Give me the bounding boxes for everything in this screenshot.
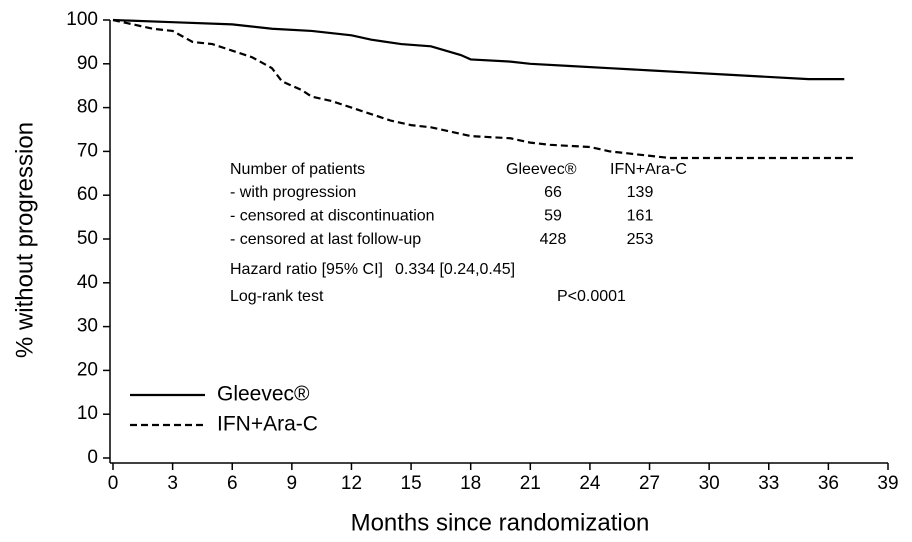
survival-curve [112, 18, 845, 81]
y-tick-label: 10 [77, 403, 98, 424]
annotation-label: Hazard ratio [95% CI] [230, 261, 383, 278]
annotation-cell: 428 [540, 231, 567, 248]
annotation-cell: 139 [627, 184, 654, 201]
y-tick-label: 100 [66, 9, 98, 30]
annotation-cell: - with progression [230, 184, 356, 201]
x-axis-label: Months since randomization [351, 509, 650, 536]
x-tick-label: 3 [167, 473, 178, 494]
annotation-header: IFN+Ara-C [610, 161, 687, 178]
x-tick-label: 15 [401, 473, 422, 494]
y-tick-label: 80 [77, 97, 98, 118]
annotation-header: Gleevec® [506, 161, 577, 178]
x-tick-label: 39 [877, 473, 898, 494]
legend-label: Gleevec® [217, 383, 310, 406]
x-tick-label: 21 [520, 473, 541, 494]
y-tick-label: 60 [77, 184, 98, 205]
annotation-cell: 59 [544, 208, 562, 225]
annotation-cell: 161 [627, 208, 654, 225]
survival-curve [112, 18, 855, 160]
x-tick-label: 27 [639, 473, 660, 494]
y-tick-label: 20 [77, 359, 98, 380]
x-tick-label: 36 [818, 473, 839, 494]
x-tick-label: 30 [699, 473, 720, 494]
annotation-cell: 253 [627, 231, 654, 248]
annotation-header: Number of patients [230, 161, 365, 178]
y-tick-label: 70 [77, 140, 98, 161]
y-tick-label: 90 [77, 53, 98, 74]
y-tick-label: 0 [87, 447, 98, 468]
annotation-cell: - censored at discontinuation [230, 208, 435, 225]
annotation-value: P<0.0001 [557, 288, 626, 305]
x-tick-label: 0 [108, 473, 119, 494]
legend-label: IFN+Ara-C [217, 413, 318, 436]
x-tick-label: 18 [460, 473, 481, 494]
x-tick-label: 24 [579, 473, 601, 494]
x-tick-label: 12 [341, 473, 362, 494]
y-tick-label: 30 [77, 316, 98, 337]
annotation-cell: - censored at last follow-up [230, 231, 421, 248]
x-tick-label: 9 [287, 473, 298, 494]
x-tick-label: 33 [758, 473, 779, 494]
y-tick-label: 40 [77, 272, 98, 293]
annotation-label: Log-rank test [230, 288, 324, 305]
annotation-cell: 66 [544, 184, 562, 201]
x-tick-label: 6 [227, 473, 238, 494]
y-axis-label: % without progression [11, 122, 38, 358]
y-tick-label: 50 [77, 228, 98, 249]
annotation-value: 0.334 [0.24,0.45] [395, 261, 515, 278]
